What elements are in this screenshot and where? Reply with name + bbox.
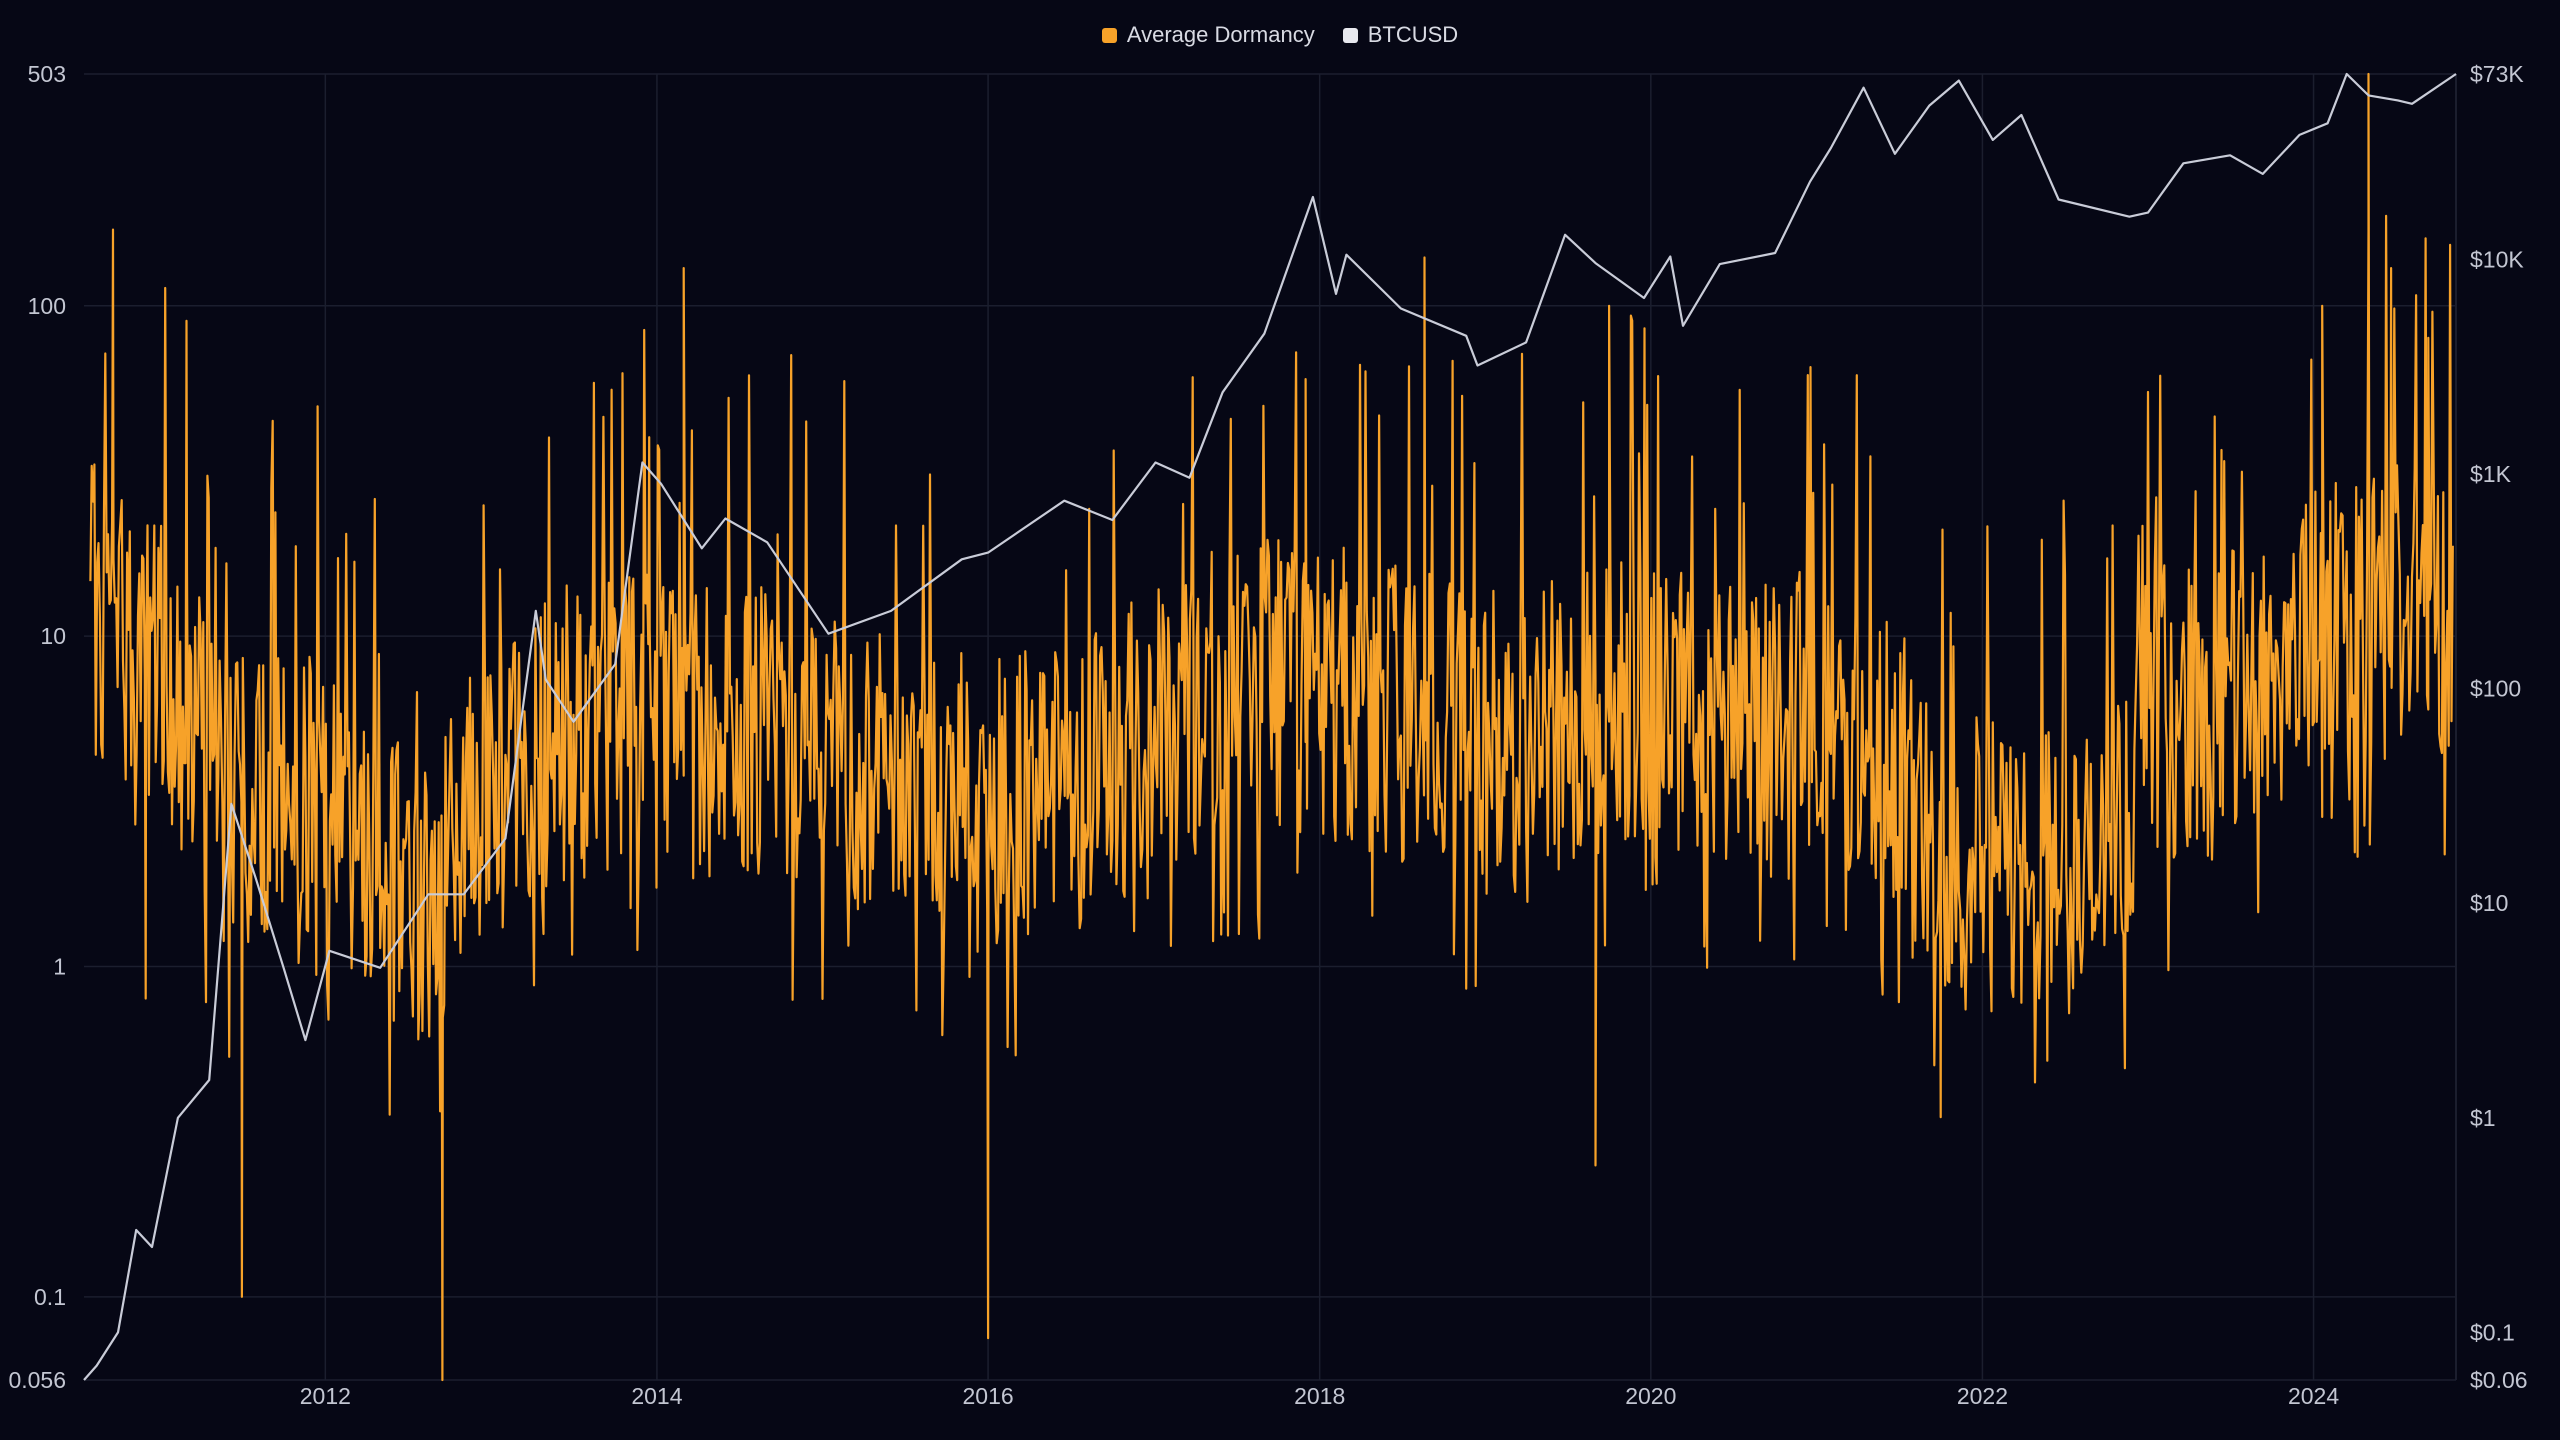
- legend-item-btcusd[interactable]: BTCUSD: [1342, 22, 1459, 48]
- right-tick-label: $100: [2470, 676, 2521, 702]
- x-tick-label: 2022: [1957, 1383, 2008, 1409]
- right-tick-label: $0.06: [2470, 1367, 2528, 1393]
- right-tick-label: $1K: [2470, 461, 2512, 487]
- gridlines: [84, 73, 2457, 1381]
- x-tick-label: 2016: [962, 1383, 1013, 1409]
- right-tick-label: $10K: [2470, 246, 2524, 272]
- left-tick-label: 100: [28, 293, 66, 319]
- right-tick-label: $10: [2470, 890, 2508, 916]
- right-tick-label: $0.1: [2470, 1319, 2515, 1345]
- left-tick-label: 1: [53, 953, 66, 979]
- right-tick-label: $1: [2470, 1105, 2496, 1131]
- x-tick-label: 2020: [1625, 1383, 1676, 1409]
- legend-item-dormancy[interactable]: Average Dormancy: [1101, 22, 1315, 48]
- x-tick-label: 2018: [1294, 1383, 1345, 1409]
- btcusd-line: [83, 72, 2457, 1381]
- legend-label-dormancy: Average Dormancy: [1126, 22, 1315, 47]
- legend-swatch-dormancy: [1101, 27, 1117, 43]
- right-tick-label: $73K: [2470, 61, 2524, 87]
- left-tick-label: 503: [28, 61, 66, 87]
- left-tick-label: 10: [40, 623, 66, 649]
- dormancy-line: [89, 72, 2454, 1382]
- left-tick-label: 0.056: [8, 1367, 66, 1393]
- right-axis: $73K $10K $1K $100 $10 $1 $0.1 $0.06: [2470, 61, 2528, 1393]
- x-axis: 2012 2014 2016 2018 2020 2022 2024: [300, 1383, 2340, 1409]
- legend-swatch-btcusd: [1342, 27, 1358, 43]
- left-axis: 503 100 10 1 0.1 0.056: [8, 61, 66, 1393]
- left-tick-label: 0.1: [34, 1284, 66, 1310]
- x-tick-label: 2024: [2288, 1383, 2339, 1409]
- legend-label-btcusd: BTCUSD: [1367, 22, 1459, 47]
- btcusd-series: [83, 72, 2457, 1381]
- x-tick-label: 2014: [631, 1383, 682, 1409]
- dormancy-series: [89, 72, 2454, 1382]
- legend: Average Dormancy BTCUSD: [0, 22, 2560, 48]
- x-tick-label: 2012: [300, 1383, 351, 1409]
